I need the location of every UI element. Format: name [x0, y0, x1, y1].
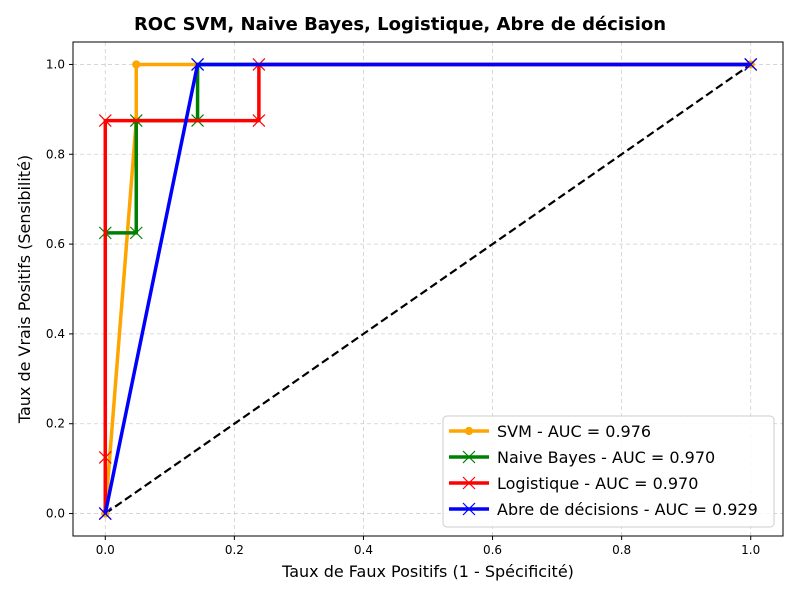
legend-item: Abre de décisions - AUC = 0.929 — [449, 500, 758, 519]
legend-label: Abre de décisions - AUC = 0.929 — [497, 500, 758, 519]
x-tick-label: 1.0 — [741, 543, 760, 557]
x-tick-label: 0.4 — [354, 543, 373, 557]
legend-marker — [462, 450, 476, 464]
y-tick-label: 0.4 — [46, 327, 65, 341]
plot-frame — [72, 41, 784, 537]
y-tick-label: 0.8 — [46, 147, 65, 161]
x-tick-label: 0.6 — [483, 543, 502, 557]
series-3 — [98, 58, 758, 520]
y-tick-label: 0.6 — [46, 237, 65, 251]
series-marker — [744, 58, 758, 71]
series-marker — [252, 114, 266, 128]
x-tick-label: 0.0 — [96, 543, 115, 557]
series-marker — [191, 58, 204, 71]
series-marker — [132, 60, 141, 69]
x-tick-label: 0.8 — [612, 543, 631, 557]
series-marker — [129, 226, 143, 240]
y-tick-label: 0.0 — [46, 507, 65, 521]
series-marker — [98, 507, 112, 520]
legend-item: Logistique - AUC = 0.970 — [449, 474, 698, 493]
x-tick-label: 0.2 — [225, 543, 244, 557]
y-axis-label: Taux de Vrais Positifs (Sensibilité) — [15, 154, 34, 424]
legend-item: SVM - AUC = 0.976 — [449, 422, 651, 441]
chart-title: ROC SVM, Naive Bayes, Logistique, Abre d… — [133, 14, 667, 35]
legend-box — [442, 415, 775, 528]
legend-item: Naive Bayes - AUC = 0.970 — [449, 448, 715, 467]
legend-label: Logistique - AUC = 0.970 — [497, 474, 698, 493]
y-tick-label: 1.0 — [46, 57, 65, 71]
reference-diagonal — [104, 63, 752, 515]
legend: SVM - AUC = 0.976 Naive Bayes - AUC = 0.9… — [442, 415, 775, 528]
legend-marker — [464, 426, 474, 436]
x-axis-label: Taux de Faux Positifs (1 - Spécificité) — [282, 562, 574, 581]
legend-marker — [462, 502, 476, 516]
axis-ticks: 0.0 0.2 0.4 0.6 0.8 1.0 0.0 0.2 0.4 0.6 0.8 1.0 — [46, 57, 760, 557]
legend-marker — [462, 476, 476, 490]
series-marker — [98, 450, 112, 464]
series-lines — [98, 58, 758, 520]
legend-label: SVM - AUC = 0.976 — [497, 422, 651, 441]
series-marker — [98, 114, 112, 128]
y-tick-label: 0.2 — [46, 417, 65, 431]
reference-diagonal-line — [104, 63, 752, 515]
legend-label: Naive Bayes - AUC = 0.970 — [497, 448, 715, 467]
